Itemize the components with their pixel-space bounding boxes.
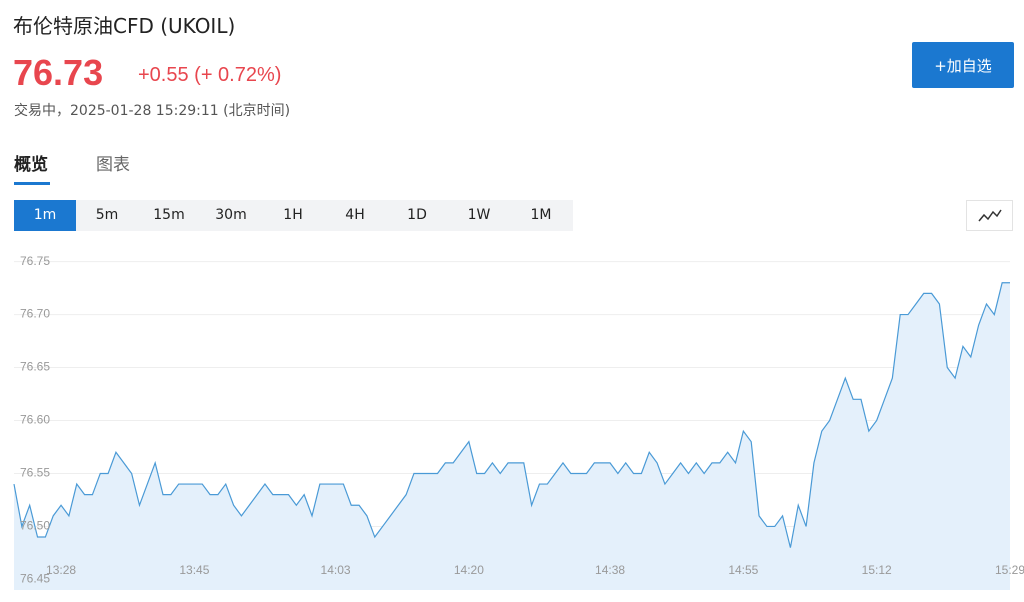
interval-button[interactable]: 1W: [467, 207, 491, 223]
chart-style-button[interactable]: [966, 200, 1013, 231]
title: 布伦特原油CFD (UKOIL): [13, 14, 236, 38]
y-tick-label: 76.55: [20, 466, 50, 480]
icon: [978, 209, 1002, 222]
interval-bar: 1m 5m 15m 30m 1H 4H 1D 1W 1M: [14, 200, 573, 231]
interval-button[interactable]: 4H: [345, 207, 365, 223]
x-tick-label: 14:38: [595, 563, 625, 577]
interval-button[interactable]: 1H: [283, 207, 303, 223]
y-tick-label: 76.50: [20, 519, 50, 533]
y-tick-label: 76.60: [20, 413, 50, 427]
x-tick-label: 13:45: [179, 563, 209, 577]
tab-underline: [14, 182, 50, 185]
y-tick-label: 76.45: [20, 572, 50, 586]
x-tick-label: 14:03: [321, 563, 351, 577]
x-tick-label: 15:29: [995, 563, 1024, 577]
interval-button[interactable]: 30m: [215, 207, 247, 223]
x-tick-label: 13:28: [46, 563, 76, 577]
interval-button[interactable]: 1D: [407, 207, 427, 223]
interval-button[interactable]: 5m: [95, 207, 119, 223]
y-tick-label: 76.70: [20, 307, 50, 321]
change: +0.55 (+ 0.72%): [138, 64, 282, 86]
price: 76.73: [13, 52, 104, 93]
x-tick-label: 15:12: [862, 563, 892, 577]
interval-button[interactable]: 1M: [530, 207, 552, 223]
area: [14, 282, 1010, 590]
x-tick-label: 14:55: [728, 563, 758, 577]
y-tick-label: 76.65: [20, 360, 50, 374]
interval-button[interactable]: 1m: [14, 200, 76, 231]
interval-button[interactable]: 15m: [153, 207, 185, 223]
tab[interactable]: 概览: [14, 155, 48, 175]
tab[interactable]: 图表: [96, 155, 130, 175]
line: [13, 282, 1010, 548]
watchlist-button[interactable]: +加自选: [912, 42, 1014, 88]
status: 交易中，2025-01-28 15:29:11 (北京时间): [14, 103, 291, 119]
y-tick-label: 76.75: [20, 254, 50, 268]
chart: 76.45 76.50 76.55 76.60 76.65 76.70 76.75 13:28…: [13, 254, 1024, 590]
x-tick-label: 14:20: [454, 563, 484, 577]
